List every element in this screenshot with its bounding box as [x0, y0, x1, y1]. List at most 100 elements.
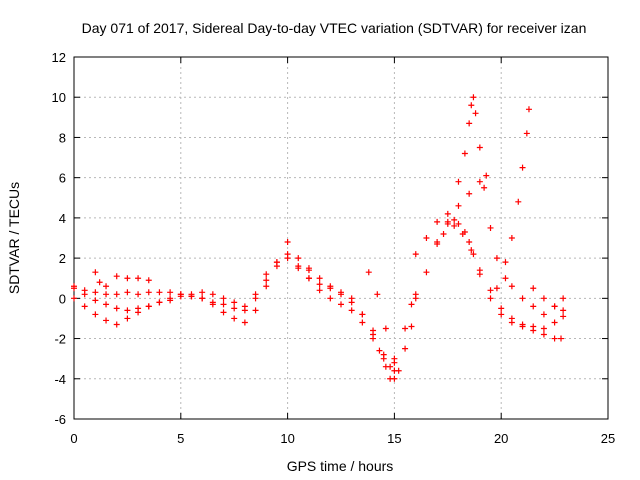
data-point: [560, 295, 567, 302]
data-point: [209, 291, 216, 298]
grid-lines: [74, 57, 608, 419]
data-point: [530, 323, 537, 330]
data-point: [440, 230, 447, 237]
data-point: [444, 210, 451, 217]
data-point: [316, 275, 323, 282]
data-point: [455, 202, 462, 209]
data-point: [209, 301, 216, 308]
data-point: [391, 367, 398, 374]
data-point: [103, 283, 110, 290]
data-point: [167, 297, 174, 304]
data-point: [434, 218, 441, 225]
data-point: [71, 295, 77, 302]
data-point: [408, 301, 415, 308]
series-arc-3: [71, 239, 291, 314]
data-point: [145, 277, 152, 284]
data-point: [412, 251, 419, 258]
y-axis-label: SDTVAR / TECUs: [6, 182, 22, 294]
data-point: [231, 315, 238, 322]
data-point: [338, 291, 344, 298]
data-point: [81, 303, 88, 310]
data-point: [423, 235, 430, 241]
series-arc-13: [508, 283, 567, 318]
data-point: [493, 255, 500, 262]
x-tick-label: 15: [387, 431, 401, 446]
x-tick-label: 5: [177, 431, 184, 446]
data-point: [145, 303, 152, 310]
data-point: [459, 230, 466, 237]
data-point: [451, 216, 458, 223]
data-point: [468, 102, 475, 109]
data-point: [374, 291, 381, 298]
data-point: [359, 319, 366, 326]
data-point: [220, 295, 227, 302]
data-point: [560, 313, 567, 320]
data-point: [380, 355, 387, 362]
data-point: [476, 178, 483, 185]
data-point: [113, 321, 120, 328]
data-point: [470, 251, 477, 258]
data-point: [295, 265, 302, 272]
data-point: [540, 311, 547, 318]
data-point: [412, 291, 419, 298]
data-point: [525, 106, 532, 113]
data-point: [199, 289, 206, 296]
data-point: [103, 291, 110, 298]
data-point: [263, 283, 270, 290]
plot-frame: [73, 56, 609, 420]
series-arc-9: [412, 94, 509, 282]
x-tick-label: 10: [280, 431, 294, 446]
data-point: [481, 184, 488, 191]
y-axis: -6 -4 -2 0 2 4 6 8 10 12: [52, 50, 608, 427]
data-point: [434, 239, 441, 246]
data-point: [252, 295, 259, 302]
y-tick-label: 2: [59, 251, 66, 266]
y-tick-label: 0: [59, 291, 66, 306]
data-point: [483, 172, 490, 179]
y-tick-label: 4: [59, 211, 66, 226]
data-point: [92, 311, 99, 318]
data-point: [220, 309, 227, 316]
data-point: [376, 347, 383, 354]
data-point: [476, 144, 483, 151]
data-point: [455, 178, 462, 185]
data-point: [177, 293, 184, 300]
y-tick-label: 12: [52, 50, 66, 65]
series-arc-10: [434, 172, 490, 246]
data-point: [124, 307, 131, 314]
data-point: [305, 267, 312, 274]
data-point: [188, 291, 195, 298]
data-point: [455, 220, 462, 227]
data-point: [113, 273, 120, 280]
data-point: [519, 164, 526, 171]
x-tick-label: 25: [601, 431, 615, 446]
data-point: [220, 301, 227, 308]
data-point: [515, 198, 522, 205]
data-point: [348, 299, 355, 306]
data-point: [466, 239, 473, 246]
data-point: [156, 289, 163, 296]
series-arc-7: [365, 269, 398, 366]
data-point: [199, 295, 206, 302]
data-point: [327, 295, 334, 302]
data-point: [551, 335, 558, 342]
x-tick-label: 20: [494, 431, 508, 446]
data-point: [498, 305, 505, 312]
data-point: [273, 259, 280, 266]
data-point: [519, 295, 526, 302]
data-point: [96, 279, 103, 286]
data-point: [327, 283, 334, 290]
data-point: [423, 269, 430, 276]
data-point: [382, 325, 389, 332]
series-arc-11: [440, 222, 567, 332]
data-point: [135, 291, 142, 298]
data-point: [508, 283, 515, 290]
data-point: [470, 94, 477, 101]
data-point: [305, 275, 312, 282]
y-tick-label: 6: [59, 171, 66, 186]
data-point: [370, 335, 377, 342]
data-point: [145, 289, 152, 296]
data-point: [113, 305, 120, 312]
x-tick-label: 0: [70, 431, 77, 446]
data-point: [167, 289, 174, 296]
